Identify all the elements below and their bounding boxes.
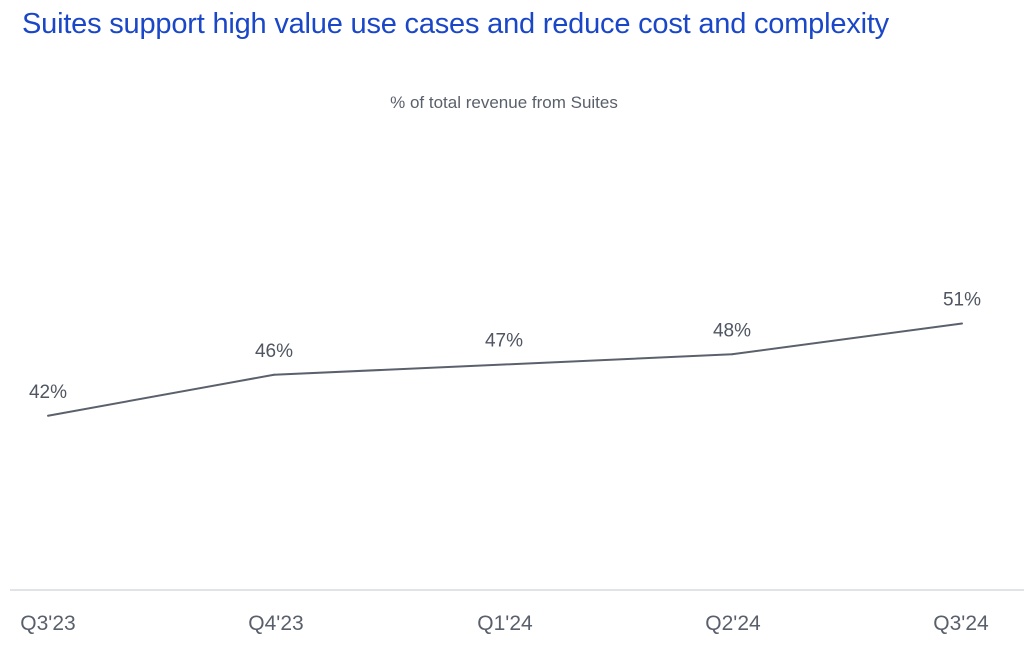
x-tick-layer: Q3'23 Q4'23 Q1'24 Q2'24 Q3'24 [20,612,989,635]
data-point [273,373,275,376]
x-tick-label: Q1'24 [477,612,533,635]
x-tick-label: Q3'24 [933,612,989,635]
x-tick-label: Q3'23 [20,612,75,635]
series-layer [47,322,963,417]
data-point [961,322,963,325]
x-tick-label: Q2'24 [705,612,761,635]
data-label: 48% [713,320,751,341]
data-label: 47% [485,331,523,352]
chart-title: % of total revenue from Suites [390,93,618,112]
x-tick-label: Q4'23 [248,612,303,635]
slide-title: Suites support high value use cases and … [22,8,889,40]
data-label-layer: 42% 46% 47% 48% 51% [29,290,981,403]
data-label: 42% [29,382,67,403]
data-label: 51% [943,290,981,311]
data-point [731,353,733,356]
data-point [503,363,505,366]
data-point [47,414,49,417]
data-label: 46% [255,341,293,362]
